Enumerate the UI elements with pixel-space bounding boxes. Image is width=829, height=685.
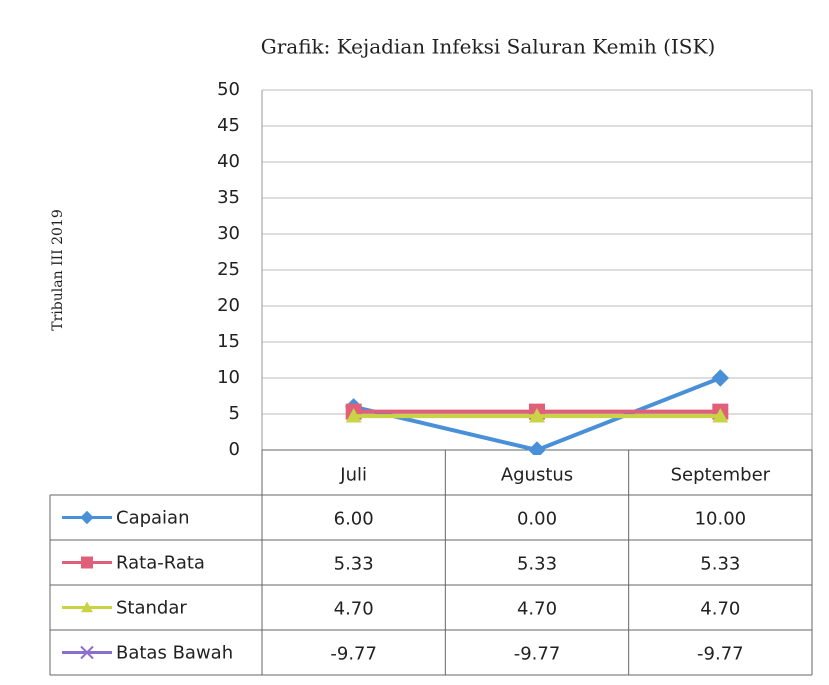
y-tick-label: 20	[217, 295, 240, 316]
legend-label: Capaian	[116, 508, 190, 529]
marker	[81, 556, 93, 569]
y-tick-label: 40	[217, 151, 240, 172]
plot-area	[344, 369, 730, 455]
table-value: 4.70	[517, 599, 557, 620]
table-value: 0.00	[517, 509, 557, 530]
marker	[712, 408, 729, 423]
marker	[80, 645, 94, 660]
legend-label: Rata-Rata	[116, 553, 205, 574]
table-value: -9.77	[514, 644, 561, 665]
y-tick-label: 25	[217, 259, 240, 280]
y-tick-label: 0	[229, 439, 240, 460]
y-tick-label: 30	[217, 223, 240, 244]
chart-title: Grafik: Kejadian Infeksi Saluran Kemih (…	[261, 35, 716, 59]
x-tick-label: September	[671, 465, 771, 486]
y-tick-label: 5	[229, 403, 240, 424]
marker	[345, 408, 362, 423]
legend-label: Batas Bawah	[116, 643, 233, 664]
table-value: -9.77	[330, 644, 377, 665]
table-value: 5.33	[517, 554, 557, 575]
x-tick-label: Juli	[339, 465, 367, 486]
table-value: 4.70	[334, 599, 374, 620]
table-value: 4.70	[700, 599, 740, 620]
table-value: 5.33	[700, 554, 740, 575]
marker	[80, 510, 94, 525]
y-tick-label: 15	[217, 331, 240, 352]
y-tick-label: 10	[217, 367, 240, 388]
marker	[81, 601, 93, 613]
marker	[528, 441, 546, 455]
marker	[529, 408, 545, 423]
y-tick-label: 35	[217, 187, 240, 208]
table-value: 6.00	[334, 509, 374, 530]
legend-label: Standar	[116, 598, 187, 619]
table-value: 5.33	[334, 554, 374, 575]
y-tick-label: 45	[217, 115, 240, 136]
marker	[711, 369, 730, 387]
table-value: -9.77	[697, 644, 744, 665]
y-axis-label: Tribulan III 2019	[50, 209, 66, 330]
table-value: 10.00	[695, 509, 747, 530]
y-tick-label: 50	[217, 79, 240, 100]
x-tick-label: Agustus	[501, 465, 573, 486]
